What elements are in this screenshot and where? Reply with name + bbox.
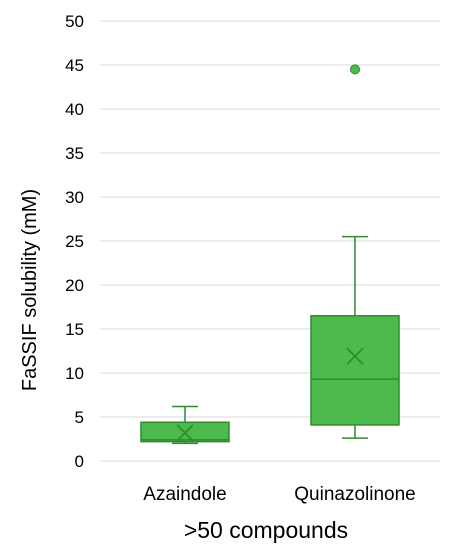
y-tick-label-0: 0 xyxy=(75,452,84,471)
x-tick-label-quinazolinone: Quinazolinone xyxy=(294,484,415,505)
y-tick-label-30: 30 xyxy=(65,188,84,207)
outlier-point xyxy=(350,64,360,75)
gridlines xyxy=(100,20,440,462)
y-tick-label-40: 40 xyxy=(65,100,84,119)
y-tick-label-45: 45 xyxy=(65,56,84,75)
y-tick-label-15: 15 xyxy=(65,320,84,339)
y-tick-label-5: 5 xyxy=(75,408,84,427)
y-tick-labels: 0 5 10 15 20 25 30 35 40 45 50 xyxy=(65,12,84,471)
mean-marker xyxy=(176,424,194,442)
box-quinazolinone xyxy=(310,64,400,439)
y-axis-label: FaSSIF solubility (mM) xyxy=(19,189,41,391)
boxes xyxy=(140,64,400,445)
y-tick-label-25: 25 xyxy=(65,232,84,251)
iqr-box xyxy=(310,315,400,426)
x-axis-label: >50 compounds xyxy=(184,517,348,543)
y-tick-label-10: 10 xyxy=(65,364,84,383)
y-tick-label-35: 35 xyxy=(65,144,84,163)
box-azaindole xyxy=(140,405,230,445)
y-tick-label-20: 20 xyxy=(65,276,84,295)
x-tick-labels: Azaindole Quinazolinone xyxy=(143,484,415,505)
x-tick-label-azaindole: Azaindole xyxy=(143,484,226,505)
mean-marker xyxy=(346,347,364,365)
y-tick-label-50: 50 xyxy=(65,12,84,31)
